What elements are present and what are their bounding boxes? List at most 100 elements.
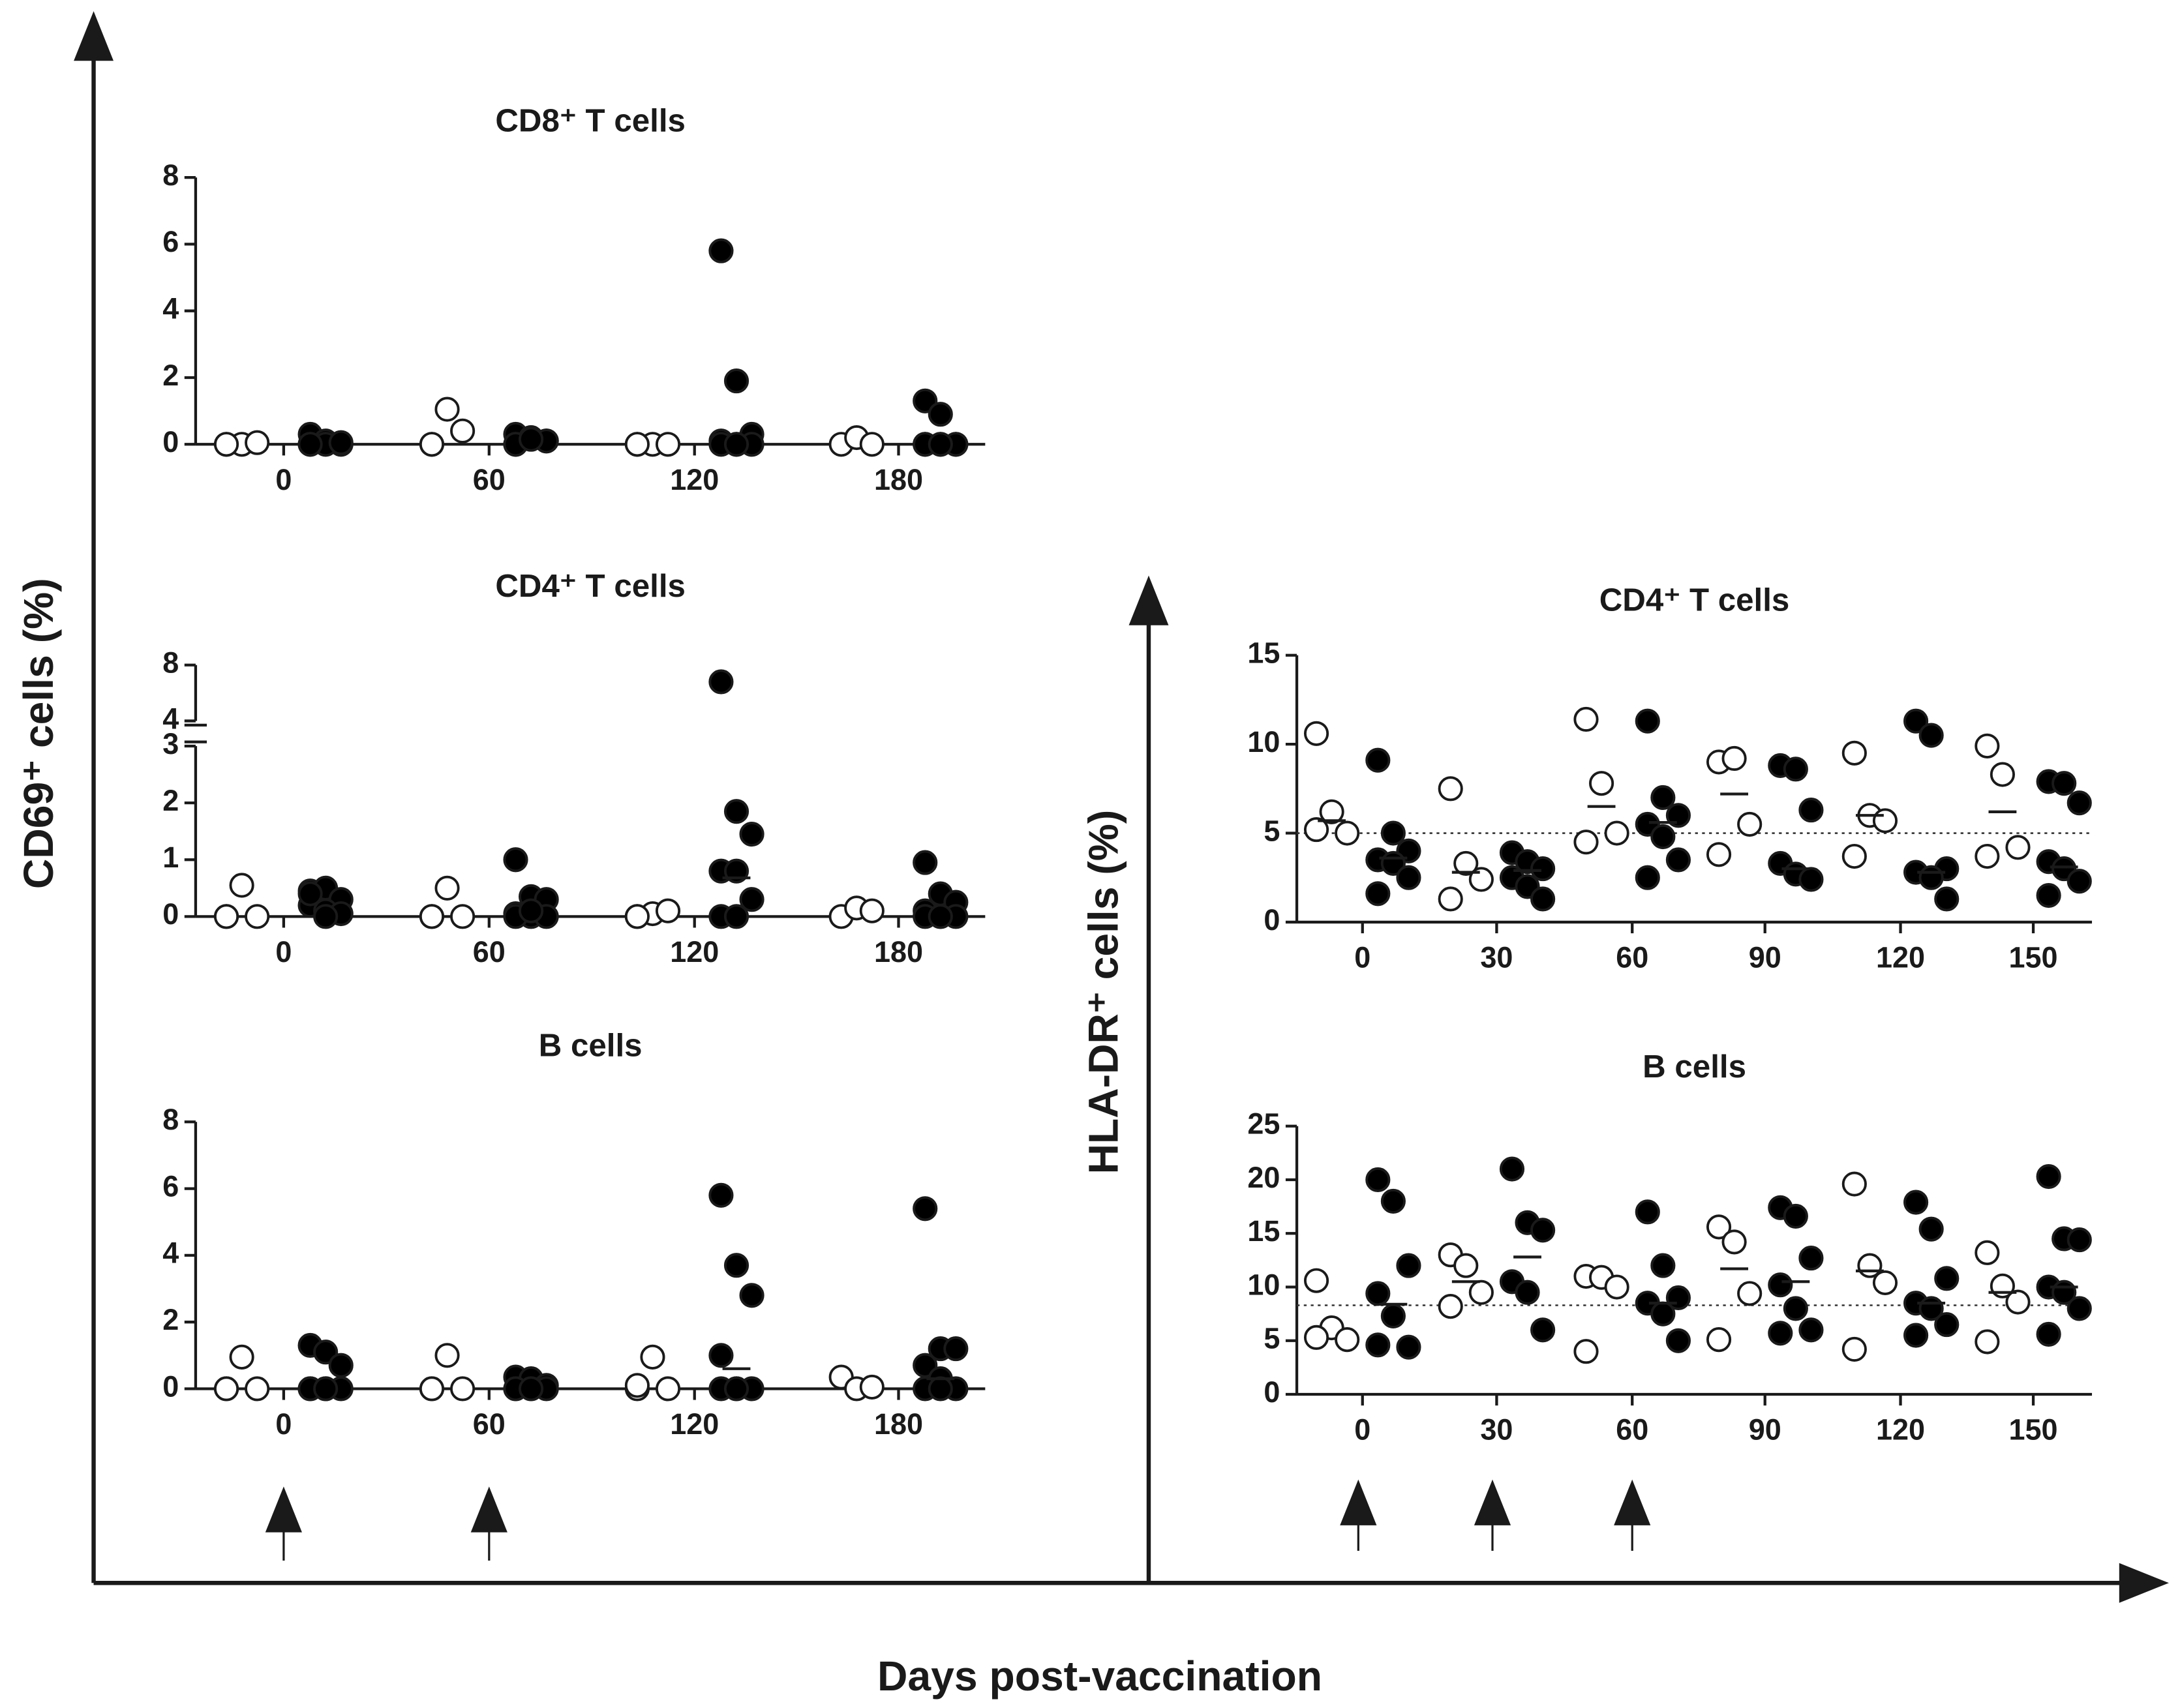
x-tick-label: 150 — [2009, 941, 2058, 974]
data-point — [2036, 882, 2061, 908]
data-point — [859, 1374, 885, 1400]
arrowhead — [74, 11, 114, 61]
data-point — [297, 432, 323, 457]
chart-title: B cells — [539, 1028, 643, 1064]
data-point — [1573, 830, 1599, 855]
chart-title: CD4⁺ T cells — [1599, 582, 1790, 618]
data-point — [1573, 706, 1599, 732]
data-point — [1499, 1156, 1525, 1182]
x-tick-label: 60 — [473, 935, 506, 968]
data-point — [1365, 1281, 1391, 1306]
data-point — [434, 875, 460, 901]
data-point — [419, 432, 445, 457]
data-point — [450, 904, 476, 929]
data-point — [1453, 850, 1479, 876]
data-point — [2005, 835, 2031, 860]
data-point — [928, 904, 953, 929]
y-tick-label: 25 — [1247, 1107, 1280, 1141]
data-point — [859, 432, 885, 457]
data-point — [1975, 733, 2000, 758]
x-tick-label: 0 — [1354, 1413, 1370, 1446]
data-point — [1783, 757, 1808, 782]
data-point — [624, 1373, 650, 1398]
data-point — [723, 904, 749, 929]
y-tick-label: 4 — [162, 292, 179, 325]
x-tick-label: 60 — [473, 1407, 506, 1441]
data-point — [1365, 747, 1391, 773]
y-tick-label: 5 — [1264, 1322, 1280, 1355]
y-tick-label: 10 — [1247, 725, 1280, 758]
chart-title: B cells — [1643, 1049, 1746, 1085]
y-tick-label: 0 — [162, 425, 179, 458]
y-tick-label: 0 — [162, 897, 179, 931]
data-point — [723, 1253, 749, 1278]
y-tick-label: 8 — [162, 646, 179, 680]
dose-arrow — [1614, 1479, 1651, 1525]
dose-arrow — [470, 1486, 507, 1533]
data-point — [434, 1343, 460, 1368]
data-point — [1468, 867, 1494, 892]
data-point — [229, 1344, 254, 1370]
data-point — [419, 1376, 445, 1401]
arrowhead — [1128, 575, 1169, 625]
y-tick-label: 1 — [162, 841, 179, 874]
data-point — [1841, 740, 1867, 766]
data-point — [1396, 1334, 1421, 1360]
data-point — [1990, 762, 2015, 787]
data-point — [1530, 1317, 1556, 1343]
data-point — [708, 1182, 734, 1208]
data-point — [1453, 1253, 1479, 1278]
y-tick-label: 6 — [162, 225, 179, 258]
arrowhead — [2119, 1563, 2169, 1603]
x-tick-label: 120 — [1876, 1413, 1925, 1446]
data-point — [1396, 1253, 1421, 1278]
y-tick-label: 6 — [162, 1169, 179, 1203]
y-tick-label: 0 — [1264, 903, 1280, 936]
data-point — [1530, 856, 1556, 882]
data-point — [419, 904, 445, 929]
data-point — [213, 904, 239, 929]
x-tick-label: 60 — [1616, 1413, 1648, 1446]
data-point — [245, 1376, 270, 1401]
y-tick-label: 4 — [162, 1236, 179, 1270]
x-tick-label: 60 — [473, 463, 506, 496]
data-point — [519, 898, 544, 923]
data-point — [859, 898, 885, 923]
y-tick-label: 3 — [162, 727, 179, 760]
data-point — [1783, 1296, 1808, 1321]
data-point — [519, 1376, 544, 1401]
data-point — [1589, 771, 1614, 796]
data-point — [1530, 1218, 1556, 1243]
x-tick-label: 90 — [1749, 941, 1781, 974]
data-point — [1934, 1312, 1960, 1338]
data-point — [434, 397, 460, 422]
data-point — [2066, 1296, 2092, 1321]
data-point — [1335, 820, 1360, 846]
frame-axes — [74, 11, 2169, 1603]
data-point — [1365, 1167, 1391, 1193]
data-point — [313, 904, 339, 929]
data-point — [1706, 1327, 1732, 1353]
y-tick-label: 5 — [1264, 814, 1280, 847]
x-tick-label: 60 — [1616, 941, 1648, 974]
data-point — [2005, 1289, 2031, 1315]
data-point — [1903, 1190, 1929, 1215]
data-point — [1303, 1325, 1329, 1350]
data-point — [245, 904, 270, 929]
data-point — [1530, 886, 1556, 912]
data-point — [2051, 771, 2077, 796]
data-point — [723, 1376, 749, 1401]
data-point — [2036, 1163, 2061, 1190]
y-tick-label: 15 — [1247, 1214, 1280, 1248]
data-point — [503, 847, 528, 873]
data-point — [1438, 776, 1463, 802]
x-axis-label: Days post-vaccination — [877, 1653, 1322, 1700]
x-tick-label: 0 — [275, 935, 292, 968]
data-point — [1783, 1203, 1808, 1229]
data-point — [1706, 842, 1732, 867]
data-point — [943, 1336, 969, 1362]
y-tick-label: 2 — [162, 784, 179, 817]
data-point — [297, 881, 323, 906]
